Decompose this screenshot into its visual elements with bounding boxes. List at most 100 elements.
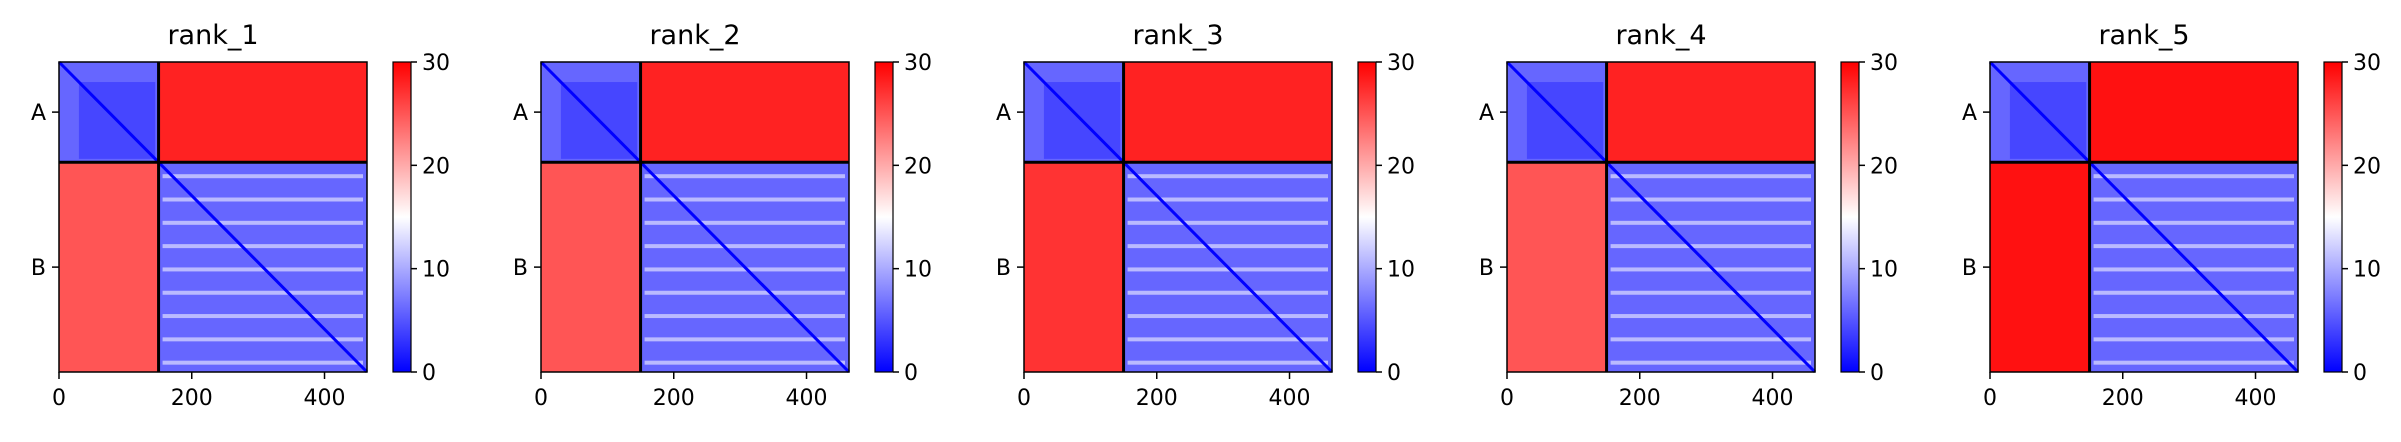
panel-rank_2: rank_2 0 200 400 A B 0 10 20 30 — [513, 20, 932, 411]
panel-rank_3: rank_3 0 200 400 A B 0 10 20 30 — [996, 20, 1415, 411]
colorbar-tick-label: 0 — [904, 361, 918, 386]
plot-frame — [1023, 61, 1333, 373]
heatmap-band — [2093, 314, 2294, 319]
heatmap-band — [162, 337, 363, 342]
x-tick-label: 400 — [304, 386, 346, 411]
heatmap-diagonal — [1988, 60, 2300, 374]
colorbar — [1840, 61, 1860, 373]
panel-rank_4: rank_4 0 200 400 A B 0 10 20 30 — [1479, 20, 1898, 411]
heatmap-diagonal — [1022, 60, 1334, 374]
colorbar-tick-label: 0 — [422, 361, 436, 386]
heatmap-band — [2093, 197, 2294, 202]
heatmap-block-AB — [640, 62, 849, 163]
heatmap-band — [162, 174, 363, 179]
heatmap-band — [1610, 337, 1811, 342]
colorbar — [392, 61, 412, 373]
panel-title: rank_3 — [1132, 20, 1223, 51]
x-tick-label: 200 — [653, 386, 695, 411]
heatmap-block-AB — [2089, 62, 2298, 163]
x-tick-label: 400 — [2235, 386, 2277, 411]
colorbar — [874, 61, 894, 373]
panel-title: rank_1 — [167, 20, 258, 51]
heatmap-block-BA — [541, 162, 641, 372]
heatmap-band — [2093, 244, 2294, 249]
heatmap-band — [644, 360, 845, 365]
y-tick-label: A — [1962, 101, 1977, 126]
heatmap-band — [162, 267, 363, 272]
heatmap-band — [2093, 174, 2294, 179]
colorbar-tick-label: 10 — [904, 258, 932, 283]
x-tick-label: 0 — [1017, 386, 1031, 411]
y-tick-label: B — [996, 256, 1011, 281]
colorbar-tick-label: 30 — [1387, 51, 1415, 76]
heatmap-band — [2093, 267, 2294, 272]
y-tick-label: A — [996, 101, 1011, 126]
x-tick-label: 200 — [2102, 386, 2144, 411]
colorbar-tick-label: 10 — [1870, 258, 1898, 283]
y-tick-label: B — [513, 256, 528, 281]
x-tick-label: 200 — [1136, 386, 1178, 411]
heatmap-band — [1127, 314, 1328, 319]
plot-frame — [1989, 61, 2299, 373]
plot-frame — [540, 61, 850, 373]
heatmap-band — [162, 244, 363, 249]
colorbar-tick-label: 20 — [1387, 154, 1415, 179]
heatmap-block-AB — [1123, 62, 1332, 163]
colorbar-tick-label: 0 — [1870, 361, 1884, 386]
heatmap-block-BA — [1507, 162, 1607, 372]
heatmap-band — [2093, 290, 2294, 295]
heatmap-band — [162, 197, 363, 202]
heatmap-block-AB — [1606, 62, 1815, 163]
x-tick-label: 0 — [1500, 386, 1514, 411]
heatmap-band — [644, 174, 845, 179]
heatmap-band — [1127, 220, 1328, 225]
heatmap-band — [1610, 244, 1811, 249]
heatmap-band — [162, 314, 363, 319]
heatmap-band — [2093, 360, 2294, 365]
heatmap-block-BA — [1990, 162, 2090, 372]
heatmap-band — [2093, 220, 2294, 225]
heatmap-band — [1127, 360, 1328, 365]
heatmap-band — [644, 314, 845, 319]
colorbar-tick-label: 20 — [422, 154, 450, 179]
heatmap-band — [162, 360, 363, 365]
y-tick-label: B — [31, 256, 46, 281]
x-tick-label: 0 — [52, 386, 66, 411]
heatmap-band — [644, 267, 845, 272]
heatmap-band — [1127, 290, 1328, 295]
heatmap-band — [1127, 244, 1328, 249]
heatmap-band — [644, 244, 845, 249]
heatmap-block-AB — [158, 62, 367, 163]
heatmap-band — [644, 220, 845, 225]
colorbar-tick-label: 20 — [904, 154, 932, 179]
colorbar-tick-label: 30 — [1870, 51, 1898, 76]
heatmap-band — [1127, 337, 1328, 342]
panel-title: rank_2 — [649, 20, 740, 51]
panel-rank_1: rank_1 0 200 400 A B 0 10 20 30 — [31, 20, 450, 411]
heatmap-block-BA — [59, 162, 159, 372]
colorbar — [2323, 61, 2343, 373]
heatmap-band — [1127, 174, 1328, 179]
colorbar-tick-label: 20 — [2353, 154, 2381, 179]
y-tick-label: A — [1479, 101, 1494, 126]
y-tick-label: A — [31, 101, 46, 126]
heatmap-band — [1610, 220, 1811, 225]
plot-frame — [1506, 61, 1816, 373]
heatmap-band — [1610, 174, 1811, 179]
colorbar-tick-label: 10 — [422, 258, 450, 283]
panel-rank_5: rank_5 0 200 400 A B 0 10 20 30 — [1962, 20, 2381, 411]
colorbar — [1357, 61, 1377, 373]
heatmap-band — [1610, 197, 1811, 202]
y-tick-label: A — [513, 101, 528, 126]
heatmap-band — [644, 290, 845, 295]
colorbar-tick-label: 30 — [422, 51, 450, 76]
heatmap-band — [162, 290, 363, 295]
heatmap-band — [1127, 197, 1328, 202]
heatmap-band — [644, 197, 845, 202]
colorbar-tick-label: 10 — [2353, 258, 2381, 283]
y-tick-label: B — [1479, 256, 1494, 281]
x-tick-label: 200 — [171, 386, 213, 411]
colorbar-tick-label: 30 — [904, 51, 932, 76]
